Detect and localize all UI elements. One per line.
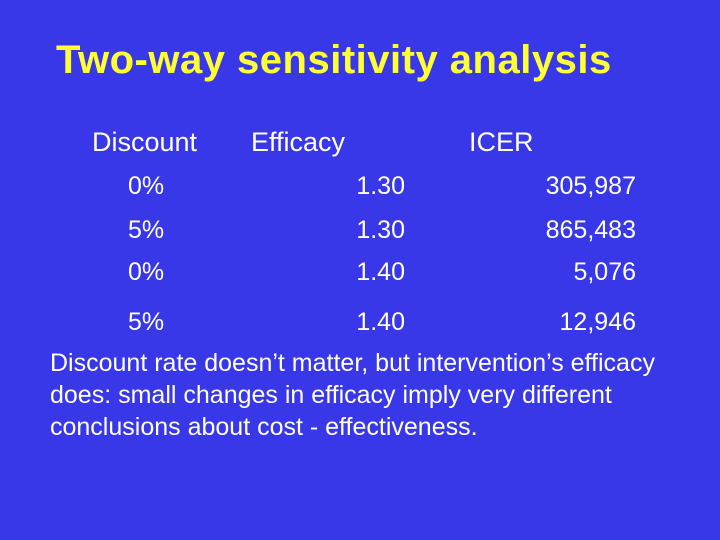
row-2-discount: 5%: [128, 216, 165, 244]
row-4-icer: 12,946: [559, 308, 636, 336]
row-3-efficacy: 1.40: [356, 258, 405, 286]
row-1-discount: 0%: [128, 172, 165, 200]
slide-title: Two-way sensitivity analysis: [56, 38, 612, 82]
header-efficacy: Efficacy: [251, 127, 346, 157]
row-1-efficacy: 1.30: [356, 172, 405, 200]
header-icer: ICER: [469, 127, 534, 157]
row-3-discount: 0%: [128, 258, 165, 286]
row-2-efficacy: 1.30: [356, 216, 405, 244]
row-4-discount: 5%: [128, 308, 165, 336]
row-2-icer: 865,483: [545, 216, 636, 244]
row-3-icer: 5,076: [573, 258, 636, 286]
conclusion-text: Discount rate doesn’t matter, but interv…: [50, 349, 655, 441]
row-1-icer: 305,987: [545, 172, 636, 200]
row-4-efficacy: 1.40: [356, 308, 405, 336]
header-discount: Discount: [92, 127, 198, 157]
